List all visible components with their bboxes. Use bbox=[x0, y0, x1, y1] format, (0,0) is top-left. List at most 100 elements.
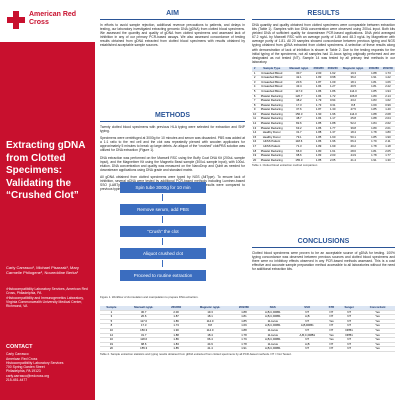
table-cell: 8 bbox=[100, 324, 123, 329]
results-table: # Sample Type Maxwell ng/µL 260/280 260/230 M… bbox=[252, 65, 395, 164]
table-cell: Unwashed Blood bbox=[257, 85, 287, 90]
table-cell: 1.91 bbox=[232, 347, 256, 352]
table-cell: 2 bbox=[252, 75, 258, 81]
table-row: 18 Platelet Reducing 66.0 1.80 1.61 28.6 1.81 2… bbox=[252, 149, 395, 155]
authors: Carly Carrasco¹, Michael Pisarzak¹, Mary… bbox=[6, 265, 79, 275]
table-cell: 17 bbox=[252, 144, 258, 150]
table-cell: 2.01 bbox=[380, 126, 395, 132]
table-cell: 20.6 bbox=[286, 80, 312, 86]
table-cell: 1.96 bbox=[325, 112, 340, 118]
table-cell: 3 bbox=[100, 315, 123, 320]
table-cell: 0.31 bbox=[325, 103, 340, 109]
table-cell: 1.72 bbox=[325, 94, 340, 100]
table-cell: A,B,C,DRB1 bbox=[255, 347, 291, 352]
table-cell: HbSS Patient bbox=[257, 140, 287, 145]
table-cell: 18.1 bbox=[187, 315, 233, 320]
table-cell: NT bbox=[324, 328, 339, 334]
table-cell: A,B bbox=[290, 342, 325, 348]
table-cell: 1.79 bbox=[232, 338, 256, 343]
table-cell: DPB1 bbox=[338, 333, 361, 339]
table-cell: 1.90 bbox=[311, 112, 326, 118]
table-cell: DPB1 bbox=[338, 328, 361, 334]
table-cell: 36.2 bbox=[339, 75, 367, 81]
contact: CONTACT Carly Carrasco American Red Cross… bbox=[6, 344, 92, 382]
table-row: 16 HbSS Patient 118.6 1.86 1.96 66.4 1.79 2.11 bbox=[252, 140, 395, 145]
table-cell: 2.05 bbox=[380, 149, 395, 155]
table-cell: 118.6 bbox=[286, 140, 312, 145]
column-header: Magnetic ng/µL bbox=[339, 66, 367, 72]
methods-paragraph: Specimens were centrifuged at 3000g for … bbox=[100, 136, 245, 153]
table-cell: 1.78 bbox=[232, 342, 256, 348]
table-cell: Platelet Reducing bbox=[257, 108, 287, 113]
table-cell: 52.2 bbox=[339, 121, 367, 127]
table-cell: 42.1 bbox=[286, 75, 312, 81]
table-cell: 5 bbox=[252, 88, 258, 95]
table-cell: 2.03 bbox=[325, 154, 340, 159]
column-header: Maxwell ng/µL bbox=[122, 305, 165, 311]
methods-paragraph: Twenty clotted blood specimens with prev… bbox=[100, 125, 245, 134]
table-cell: 66.4 bbox=[187, 338, 233, 343]
table-cell: 1.80 bbox=[380, 131, 395, 136]
methods-paragraph: DNA extraction was performed on the Maxw… bbox=[100, 155, 245, 172]
column-header: Magnetic ng/µL bbox=[187, 305, 233, 311]
table-row: 14 Healthy Donor 31.7 1.88 1.37 18.4 1.78 1.80 bbox=[252, 131, 395, 136]
table-cell: A,B,DRB1 bbox=[290, 324, 325, 329]
table-cell: Platelet Reducing bbox=[257, 149, 287, 155]
table-cell: NT bbox=[338, 347, 361, 352]
table-row: 19 98.6 1.83 44.9 1.78 11-locus A,B NT NT Yes bbox=[100, 342, 395, 348]
table-cell: 10 bbox=[100, 328, 123, 334]
table-caption: Table 2. Sample extraction statistics an… bbox=[100, 351, 292, 356]
table-cell: 1 bbox=[100, 310, 123, 316]
sidebar: American Red Cross Extracting gDNA from … bbox=[0, 0, 95, 400]
column-header: 260/230 bbox=[325, 65, 340, 72]
table-cell: 48.2 bbox=[286, 98, 312, 104]
table-cell: 1.37 bbox=[325, 131, 340, 136]
table-cell: 1.96 bbox=[325, 140, 340, 145]
table-row: 1 30.7 2.00 19.3 1.88 A,B,C,DRB1 NT NT NT Yes bbox=[100, 310, 395, 316]
table-row: 8 17.3 1.73 8.8 1.69 A,B,C,DRB1 A,B,DRB1 NT NT Ye… bbox=[100, 324, 395, 329]
table-cell: 1.88 bbox=[232, 310, 256, 316]
table-row: 16 118.6 1.86 66.4 1.79 A,B,C,DRB1 NT Yes NT Yes bbox=[100, 338, 395, 343]
table-cell: 1.09 bbox=[325, 80, 340, 86]
red-cross-icon bbox=[7, 11, 25, 29]
column-header: STR bbox=[324, 305, 339, 311]
table-cell: 79.1 bbox=[286, 135, 312, 141]
table-cell: 2.08 bbox=[380, 112, 395, 118]
column-header: 260/230 bbox=[380, 66, 395, 72]
table-cell: NT bbox=[338, 310, 361, 316]
column-header: Sanger bbox=[338, 305, 361, 311]
table-cell: 98.6 bbox=[122, 342, 165, 348]
table-cell: NT bbox=[338, 319, 361, 325]
table-row: 8 Platelet Reducing 17.3 1.73 0.31 8.8 1.69 0.9… bbox=[252, 103, 395, 109]
table-cell: 1.77 bbox=[325, 126, 340, 132]
table-cell: 4 bbox=[252, 84, 258, 90]
table-cell: NT bbox=[290, 338, 325, 343]
table-cell: 1.91 bbox=[366, 158, 381, 164]
table-cell: 150.3 bbox=[122, 328, 165, 334]
column-header: NGS bbox=[255, 305, 291, 311]
workflow-step: Spin tube 3000g for 10 min bbox=[120, 182, 206, 193]
table-cell: 106.8 bbox=[339, 94, 367, 100]
contact-line: carly.carrasco@redcross.org bbox=[6, 373, 50, 378]
table-cell: 43.4 bbox=[286, 85, 312, 90]
table-cell: 1.62 bbox=[325, 71, 340, 77]
column-header: # bbox=[252, 65, 258, 72]
table-cell: 1.90 bbox=[380, 135, 395, 141]
table-cell: Unwashed Blood bbox=[257, 71, 287, 77]
table-cell: 1.86 bbox=[164, 319, 188, 325]
figure-caption: Figure 1. Workflow of clot isolation and… bbox=[100, 295, 199, 299]
table-cell: Platelet Reducing bbox=[257, 154, 287, 159]
table-cell: 2.11 bbox=[380, 140, 395, 145]
table-cell: 14 bbox=[252, 130, 258, 136]
table-cell: 50.1 bbox=[339, 135, 367, 141]
table-cell: NT bbox=[324, 342, 339, 348]
table-cell: 1.18 bbox=[380, 144, 395, 150]
table-cell: 1.30 bbox=[325, 108, 340, 113]
table-cell: 41.4 bbox=[339, 158, 367, 164]
table-cell: 120.7 bbox=[286, 94, 312, 100]
table-cell: 1.89 bbox=[311, 144, 326, 150]
table-cell: 1.40 bbox=[380, 108, 395, 113]
table-row: 6 Platelet Reducing 120.7 1.84 1.72 106.8 1.89… bbox=[252, 94, 395, 100]
column-header: SSO bbox=[290, 305, 325, 311]
